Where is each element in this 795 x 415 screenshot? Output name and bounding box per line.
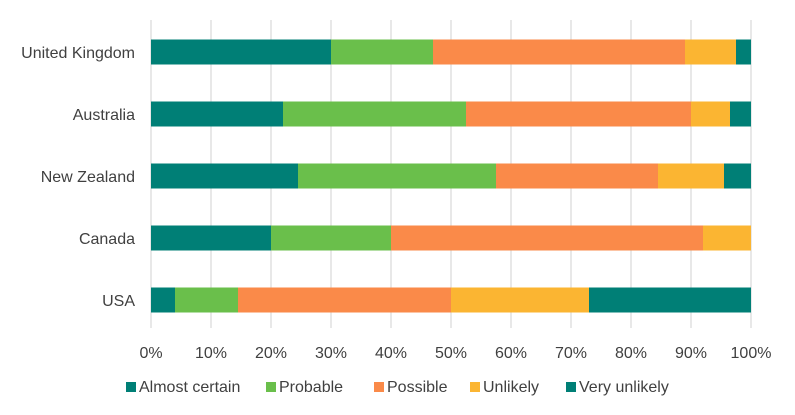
x-tick-label: 40% — [375, 345, 407, 362]
legend-label: Very unlikely — [579, 379, 669, 396]
x-tick-label: 90% — [675, 345, 707, 362]
legend-label: Possible — [387, 379, 448, 396]
legend-item[interactable]: Very unlikely — [566, 379, 669, 396]
bar-segment — [151, 101, 283, 127]
x-tick-label: 50% — [435, 345, 467, 362]
legend-label: Almost certain — [139, 379, 240, 396]
legend[interactable]: Almost certain Probable Possible Unlikely Ve… — [126, 379, 669, 396]
legend-swatch — [266, 382, 276, 392]
legend-item[interactable]: Possible — [374, 379, 448, 396]
bar-segment — [151, 39, 331, 65]
bar-segment — [271, 225, 391, 251]
legend-item[interactable]: Probable — [266, 379, 343, 396]
category-label: Canada — [79, 231, 135, 248]
x-tick-label: 0% — [139, 345, 162, 362]
x-tick-label: 80% — [615, 345, 647, 362]
legend-label: Probable — [279, 379, 343, 396]
x-tick-label: 70% — [555, 345, 587, 362]
legend-swatch — [566, 382, 576, 392]
x-tick-label: 100% — [731, 345, 772, 362]
bar-segment — [703, 225, 751, 251]
bar-segment — [238, 287, 451, 313]
bar-segment — [724, 163, 751, 189]
legend-label: Unlikely — [483, 379, 539, 396]
bar-segment — [730, 101, 751, 127]
legend-swatch — [374, 382, 384, 392]
x-tick-label: 10% — [195, 345, 227, 362]
bar-segment — [589, 287, 751, 313]
x-tick-label: 30% — [315, 345, 347, 362]
bar-segment — [433, 39, 685, 65]
bar-segment — [151, 163, 298, 189]
bar-segment — [451, 287, 589, 313]
bar-segment — [691, 101, 730, 127]
bar-segment — [151, 225, 271, 251]
category-labels: United Kingdom Australia New Zealand Canada… — [21, 45, 135, 310]
category-label: United Kingdom — [21, 45, 135, 62]
bar-segment — [736, 39, 751, 65]
x-tick-label: 60% — [495, 345, 527, 362]
x-axis-ticks: 0% 10% 20% 30% 40% 50% 60% 70% 80% 90% 100% — [139, 345, 771, 362]
x-tick-label: 20% — [255, 345, 287, 362]
bar-segment — [466, 101, 691, 127]
bar-segment — [685, 39, 736, 65]
bar-segment — [283, 101, 466, 127]
category-label: USA — [102, 293, 135, 310]
legend-swatch — [126, 382, 136, 392]
legend-item[interactable]: Almost certain — [126, 379, 240, 396]
bar-segment — [151, 287, 175, 313]
category-label: New Zealand — [41, 169, 135, 186]
bar-segment — [175, 287, 238, 313]
legend-item[interactable]: Unlikely — [470, 379, 539, 396]
bar-segment — [658, 163, 724, 189]
bar-segment — [496, 163, 658, 189]
legend-swatch — [470, 382, 480, 392]
bar-segment — [391, 225, 703, 251]
category-label: Australia — [73, 107, 135, 124]
bars — [151, 39, 751, 313]
bar-segment — [331, 39, 433, 65]
bar-segment — [298, 163, 496, 189]
